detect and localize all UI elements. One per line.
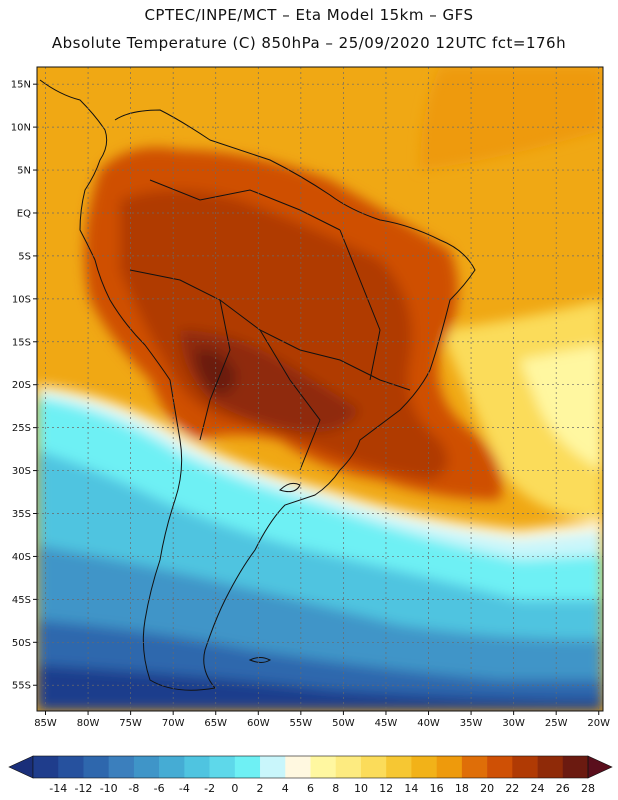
coastline <box>39 79 476 691</box>
colorbar-high-arrow <box>587 755 613 779</box>
colorbar-label: 8 <box>332 782 339 795</box>
colorbar-label: 26 <box>556 782 570 795</box>
colorbar-swatch <box>260 756 286 778</box>
colorbar-label: -10 <box>100 782 118 795</box>
colorbar-label: -2 <box>204 782 215 795</box>
lon-tick-label: 80W <box>77 718 100 729</box>
colorbar-swatch <box>184 756 210 778</box>
lat-tick-label: 5S <box>18 251 31 262</box>
colorbar-swatch <box>310 756 337 778</box>
land-core-region <box>180 330 360 433</box>
ocean-warmer-ne-region <box>420 67 603 170</box>
lat-tick-label: 45S <box>12 595 31 606</box>
colorbar-swatch <box>234 756 261 778</box>
lon-tick-label: 60W <box>247 718 270 729</box>
colorbar-swatch <box>386 756 412 778</box>
lon-tick-label: 30W <box>502 718 525 729</box>
lon-tick-label: 55W <box>290 718 313 729</box>
lon-tick-label: 75W <box>119 718 142 729</box>
colorbar-swatch <box>285 756 311 778</box>
map-subtitle: Absolute Temperature (C) 850hPa – 25/09/… <box>51 34 567 52</box>
colorbar-swatch <box>411 756 437 778</box>
colorbar-swatch <box>537 756 564 778</box>
map-grid <box>37 67 603 711</box>
colorbar-border <box>32 755 589 779</box>
colorbar-label: 0 <box>231 782 238 795</box>
colorbar-label: 22 <box>505 782 519 795</box>
colorbar-swatch <box>108 756 135 778</box>
colorbar-swatch <box>58 756 84 778</box>
colorbar-labels: -14 -12 -10 -8 -6 -4 -2 0 2 4 6 8 10 12 14 16 18 20 22 24 26… <box>49 782 595 795</box>
colorbar-swatch <box>335 756 362 778</box>
lat-tick-label: 15N <box>11 80 31 91</box>
band-pale-region <box>520 345 603 470</box>
land-hotter-region <box>120 190 448 480</box>
colorbar-label: 18 <box>455 782 469 795</box>
lat-tick-label: 5N <box>17 166 31 177</box>
colorbar-label: 6 <box>307 782 314 795</box>
lat-tick-label: 10S <box>12 294 31 305</box>
lon-tick-label: 35W <box>460 718 483 729</box>
colorbar-label: -8 <box>128 782 139 795</box>
lat-tick-label: 15S <box>12 337 31 348</box>
lon-tick-label: 50W <box>332 718 355 729</box>
lat-tick-label: 40S <box>12 552 31 563</box>
lat-tick-label: 30S <box>12 466 31 477</box>
colorbar-label: -4 <box>179 782 190 795</box>
longitude-axis: 85W 80W 75W 70W 65W 60W 55W 50W 45W 40W 35W 30W 25W 2… <box>34 718 610 729</box>
lat-tick-label: 35S <box>12 509 31 520</box>
colorbar-swatch <box>436 756 463 778</box>
lon-tick-label: 70W <box>162 718 185 729</box>
colorbar-swatch <box>33 756 59 778</box>
latitude-axis: 15N 10N 5N EQ 5S 10S 15S 20S 25S 30S 35S 40S 45S 50S 5… <box>11 80 31 692</box>
lon-tick-label: 85W <box>34 718 57 729</box>
map-title: CPTEC/INPE/MCT – Eta Model 15km – GFS <box>144 6 474 24</box>
lat-tick-label: 55S <box>12 681 31 692</box>
lon-tick-label: 65W <box>204 718 227 729</box>
colorbar-swatch <box>461 756 488 778</box>
colorbar-swatch <box>487 756 513 778</box>
colorbar-label: 2 <box>257 782 264 795</box>
colorbar <box>8 755 613 779</box>
colorbar-label: -12 <box>74 782 92 795</box>
colorbar-label: -6 <box>154 782 165 795</box>
map-border <box>36 66 604 712</box>
colorbar-label: 12 <box>379 782 393 795</box>
band-blue-deep-region <box>37 665 603 711</box>
colorbar-label: 4 <box>282 782 289 795</box>
lat-tick-label: EQ <box>17 208 31 219</box>
lat-tick-label: 25S <box>12 423 31 434</box>
colorbar-swatch <box>512 756 538 778</box>
colorbar-swatch <box>133 756 160 778</box>
colorbar-swatch <box>360 756 387 778</box>
lon-tick-label: 45W <box>375 718 398 729</box>
colorbar-label: 24 <box>531 782 545 795</box>
colorbar-label: 16 <box>430 782 444 795</box>
axis-ticks <box>33 83 600 715</box>
colorbar-low-arrow <box>8 755 34 779</box>
colorbar-label: 14 <box>404 782 418 795</box>
lon-tick-label: 40W <box>417 718 440 729</box>
colorbar-swatch <box>159 756 185 778</box>
colorbar-label: 28 <box>581 782 595 795</box>
colorbar-swatch <box>209 756 236 778</box>
lat-tick-label: 50S <box>12 638 31 649</box>
colorbar-swatch <box>562 756 589 778</box>
lat-tick-label: 20S <box>12 380 31 391</box>
colorbar-label: -14 <box>49 782 67 795</box>
temperature-field <box>37 67 603 711</box>
colorbar-label: 20 <box>480 782 494 795</box>
colorbar-label: 10 <box>354 782 368 795</box>
lon-tick-label: 20W <box>587 718 610 729</box>
lon-tick-label: 25W <box>545 718 568 729</box>
colorbar-swatch <box>83 756 109 778</box>
lat-tick-label: 10N <box>11 123 31 134</box>
